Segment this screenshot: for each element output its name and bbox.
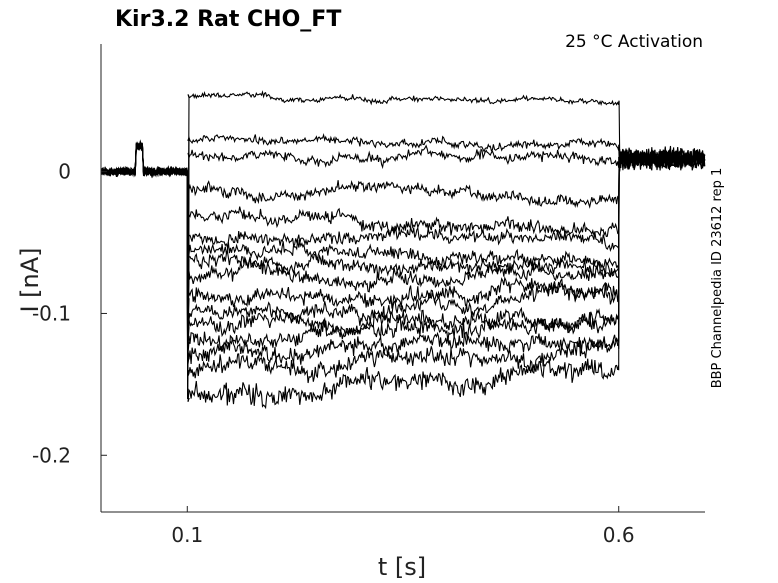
chart-title: Kir3.2 Rat CHO_FT — [115, 7, 341, 32]
trace-line-15 — [100, 142, 706, 384]
trace-line-9 — [100, 144, 706, 354]
x-tick-label: 0.1 — [171, 523, 203, 547]
y-tick-label: 0 — [58, 160, 71, 184]
trace-line-6 — [100, 140, 706, 371]
trace-line-13 — [100, 142, 706, 359]
trace-line-16 — [100, 139, 706, 410]
trace-line-2 — [100, 132, 706, 393]
y-ticks: 0 -0.1 -0.2 — [32, 160, 107, 467]
trace-line-8 — [100, 142, 706, 359]
x-tick-label: 0.6 — [603, 523, 635, 547]
trace-line-12 — [100, 141, 706, 351]
trace-line-10 — [100, 144, 706, 348]
trace-line-11 — [100, 142, 706, 342]
y-axis-label: I [nA] — [16, 247, 44, 312]
trace-line-4 — [100, 143, 706, 382]
trace-lines — [100, 90, 706, 410]
trace-line-14 — [100, 142, 706, 368]
trace-line-1 — [100, 90, 706, 399]
trace-line-3 — [100, 144, 706, 388]
y-tick-label: -0.2 — [32, 443, 71, 467]
x-axis-label: t [s] — [378, 553, 426, 581]
x-ticks: 0.1 0.6 — [171, 506, 635, 547]
y-tick-label: -0.1 — [32, 301, 71, 325]
side-label: BBP Channelpedia ID 23612 rep 1 — [710, 168, 725, 389]
chart-subtitle: 25 °C Activation — [565, 32, 703, 52]
trace-line-5 — [100, 143, 706, 376]
trace-line-7 — [100, 143, 706, 365]
